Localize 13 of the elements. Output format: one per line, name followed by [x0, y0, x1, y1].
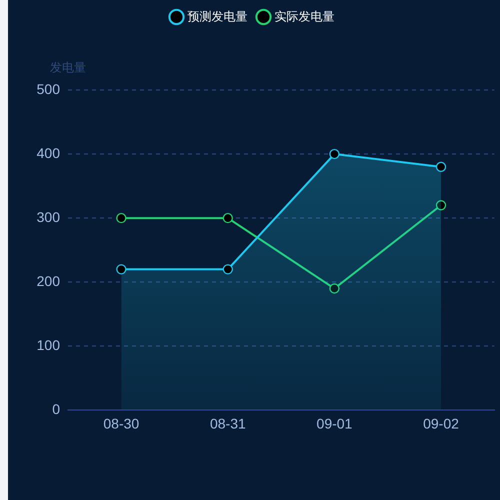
y-axis-title: 发电量: [50, 60, 86, 74]
y-tick-label: 200: [36, 272, 60, 289]
y-tick-label: 300: [36, 208, 60, 225]
y-tick-label: 400: [36, 144, 60, 161]
legend-label: 实际发电量: [274, 9, 334, 24]
legend-label: 预测发电量: [188, 9, 248, 24]
x-tick-label: 08-30: [103, 415, 140, 432]
y-tick-label: 0: [52, 401, 60, 418]
x-tick-label: 09-02: [423, 415, 460, 432]
y-tick-label: 100: [36, 337, 60, 354]
x-tick-label: 09-01: [316, 415, 353, 432]
x-tick-label: 08-31: [210, 415, 246, 432]
y-tick-label: 500: [36, 80, 60, 97]
